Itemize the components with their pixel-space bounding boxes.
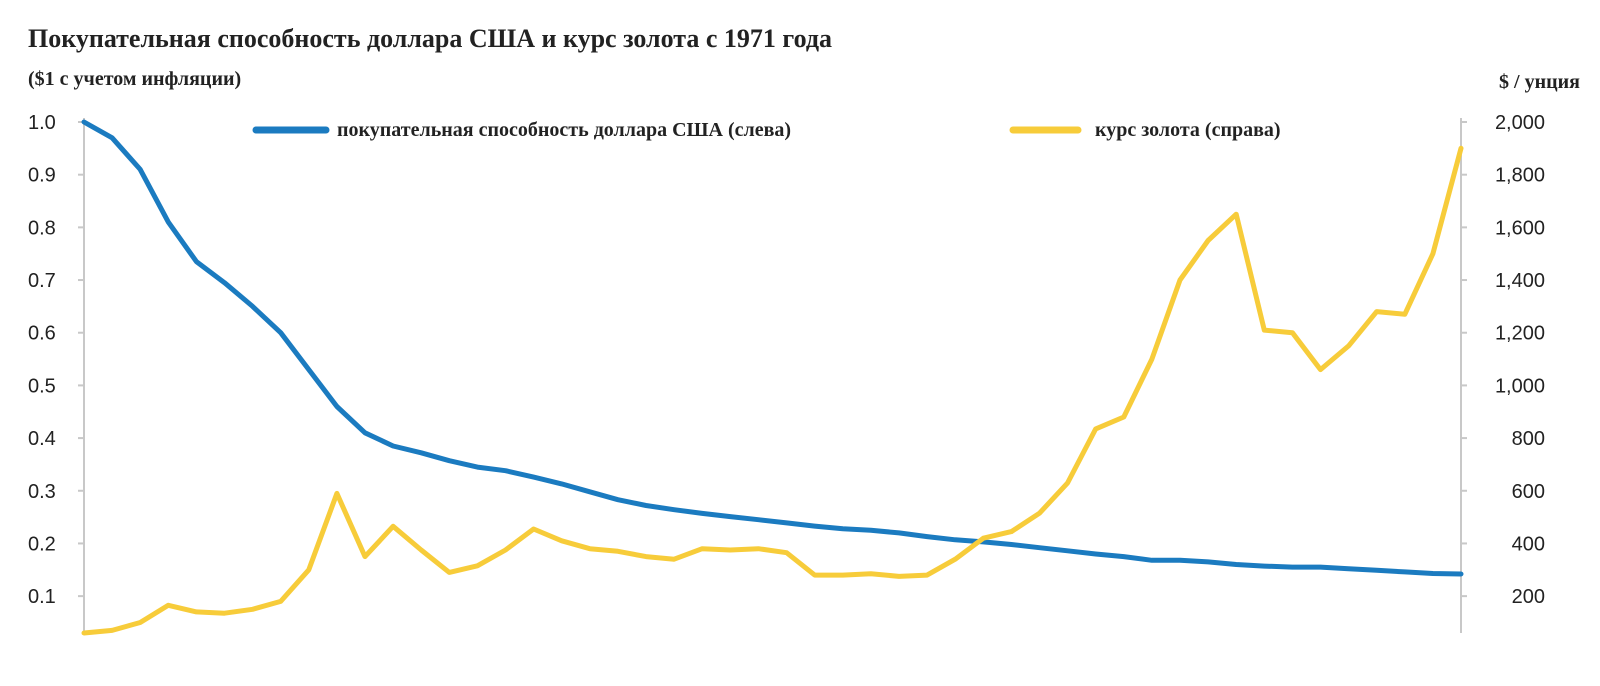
legend-label-dollar: покупательная способность доллара США (с… <box>337 119 791 141</box>
series-line-dollar <box>81 119 1464 577</box>
legend: покупательная способность доллара США (с… <box>252 119 1281 141</box>
right-tick-label: 800 <box>1512 428 1545 450</box>
left-tick-label: 0.8 <box>28 217 56 239</box>
right-axis-label: $ / унция <box>1499 71 1580 93</box>
left-tick-label: 0.2 <box>28 533 56 555</box>
left-tick-label: 1.0 <box>28 112 56 134</box>
right-tick-label: 2,000 <box>1495 112 1545 134</box>
right-tick-label: 1,800 <box>1495 165 1545 187</box>
left-tick-label: 0.5 <box>28 375 56 397</box>
left-tick-label: 0.6 <box>28 323 56 345</box>
left-ticks-group: 1.0 0.9 0.8 0.7 0.6 0.5 0.4 0.3 0.2 0.1 <box>28 112 84 608</box>
axes-group <box>83 118 1462 633</box>
left-tick-label: 0.3 <box>28 481 56 503</box>
right-tick-label: 1,400 <box>1495 270 1545 292</box>
left-tick-label: 0.9 <box>28 165 56 187</box>
chart-subtitle: ($1 с учетом инфляции) <box>28 68 241 90</box>
left-tick-label: 0.4 <box>28 428 56 450</box>
right-tick-label: 200 <box>1512 586 1545 608</box>
right-tick-label: 1,200 <box>1495 323 1545 345</box>
right-tick-label: 400 <box>1512 533 1545 555</box>
right-tick-label: 1,000 <box>1495 375 1545 397</box>
series-group <box>81 119 1464 636</box>
left-tick-label: 0.1 <box>28 586 56 608</box>
left-tick-label: 0.7 <box>28 270 56 292</box>
right-ticks-group: 2,000 1,800 1,600 1,400 1,200 1,000 800 600 400 2… <box>1461 112 1545 608</box>
chart-title: Покупательная способность доллара США и … <box>28 24 832 53</box>
series-line-gold <box>81 145 1464 636</box>
right-tick-label: 600 <box>1512 481 1545 503</box>
legend-label-gold: курс золота (справа) <box>1095 119 1281 141</box>
right-tick-label: 1,600 <box>1495 217 1545 239</box>
